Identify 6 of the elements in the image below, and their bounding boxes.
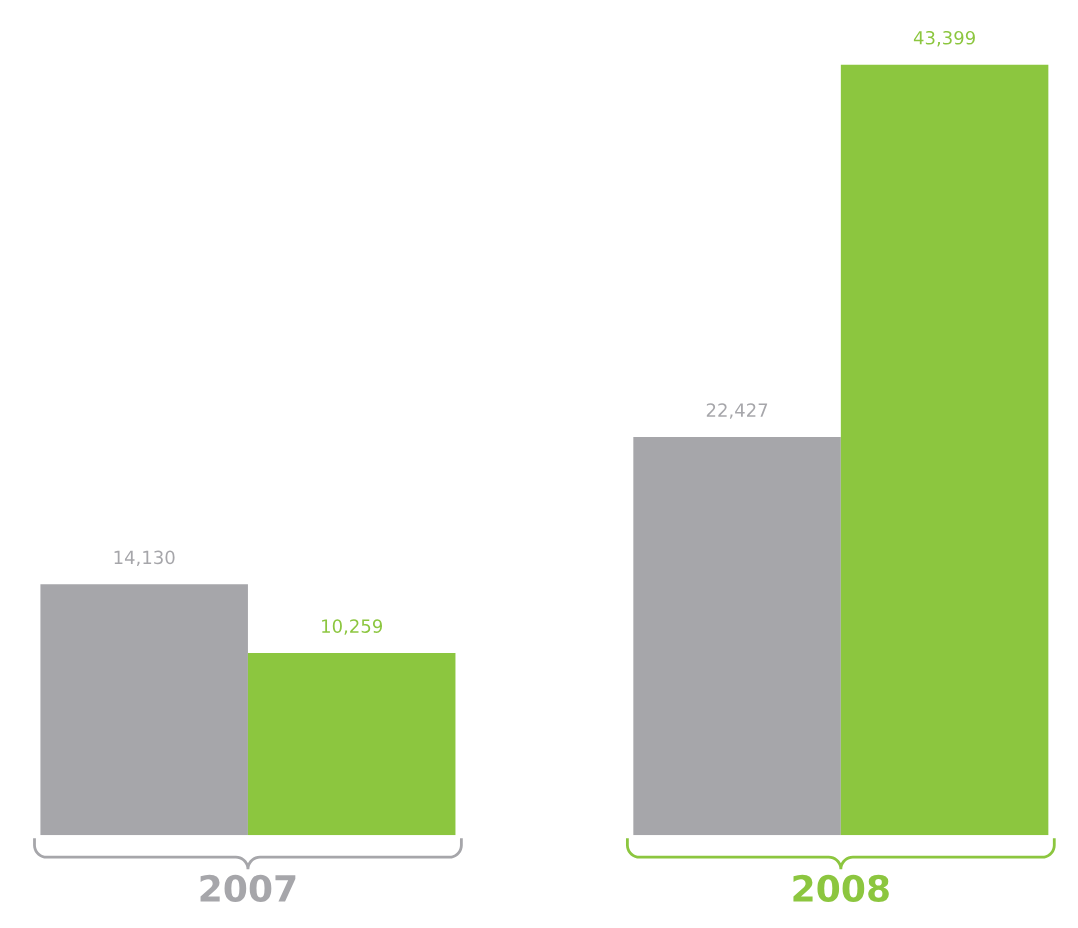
data-label: 43,399 <box>913 30 975 47</box>
data-label: 10,259 <box>322 619 383 635</box>
x-tick-label: 2008 <box>793 874 889 903</box>
data-label: 14,130 <box>114 550 175 567</box>
data-label: 22,427 <box>706 403 768 419</box>
x-tick-label: 2007 <box>200 874 296 903</box>
